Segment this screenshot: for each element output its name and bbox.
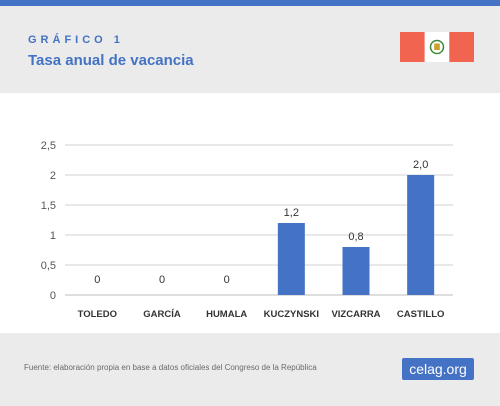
chart-footer: Fuente: elaboración propia en base a dat…: [0, 333, 500, 406]
y-tick-label: 0: [50, 290, 56, 302]
data-label: 0: [159, 274, 165, 286]
x-tick-label: GARCÍA: [143, 309, 181, 320]
flag-right-band: [449, 32, 474, 62]
data-label: 0,8: [348, 231, 363, 243]
bar-chart: 0 0,5 1 1,5 2 2,5 0 TOLEDO 0 GARCÍA 0 HUMALA 1,2 KUCZ…: [41, 140, 453, 320]
flag-emblem: [429, 39, 445, 55]
x-tick-label: VIZCARRA: [331, 309, 380, 320]
x-tick-label: HUMALA: [206, 309, 247, 320]
bar: [407, 175, 435, 295]
y-tick-label: 2,5: [41, 140, 56, 152]
logo-main: celag: [409, 361, 443, 377]
x-tick-label: CASTILLO: [397, 309, 445, 320]
logo-suffix: .org: [442, 361, 467, 377]
chart-title: Tasa anual de vacancia: [28, 52, 194, 69]
peru-flag-icon: [400, 32, 474, 62]
flag-left-band: [400, 32, 425, 62]
data-label: 1,2: [284, 207, 299, 219]
flag-emblem-shield: [434, 43, 440, 50]
data-label: 2,0: [413, 159, 428, 171]
y-tick-label: 0,5: [41, 260, 56, 272]
chart-header: GRÁFICO 1 Tasa anual de vacancia: [0, 6, 500, 93]
chart-kicker: GRÁFICO 1: [28, 34, 124, 46]
y-tick-label: 1: [50, 230, 56, 242]
y-tick-label: 1,5: [41, 200, 56, 212]
x-tick-label: KUCZYNSKI: [264, 309, 319, 320]
x-tick-label: TOLEDO: [78, 309, 117, 320]
bar: [342, 247, 370, 295]
top-accent-bar: [0, 0, 500, 6]
bar: [277, 223, 305, 295]
y-tick-label: 2: [50, 170, 56, 182]
celag-logo[interactable]: celag.org: [402, 358, 474, 380]
source-note: Fuente: elaboración propia en base a dat…: [24, 363, 317, 372]
data-label: 0: [224, 274, 230, 286]
data-label: 0: [94, 274, 100, 286]
